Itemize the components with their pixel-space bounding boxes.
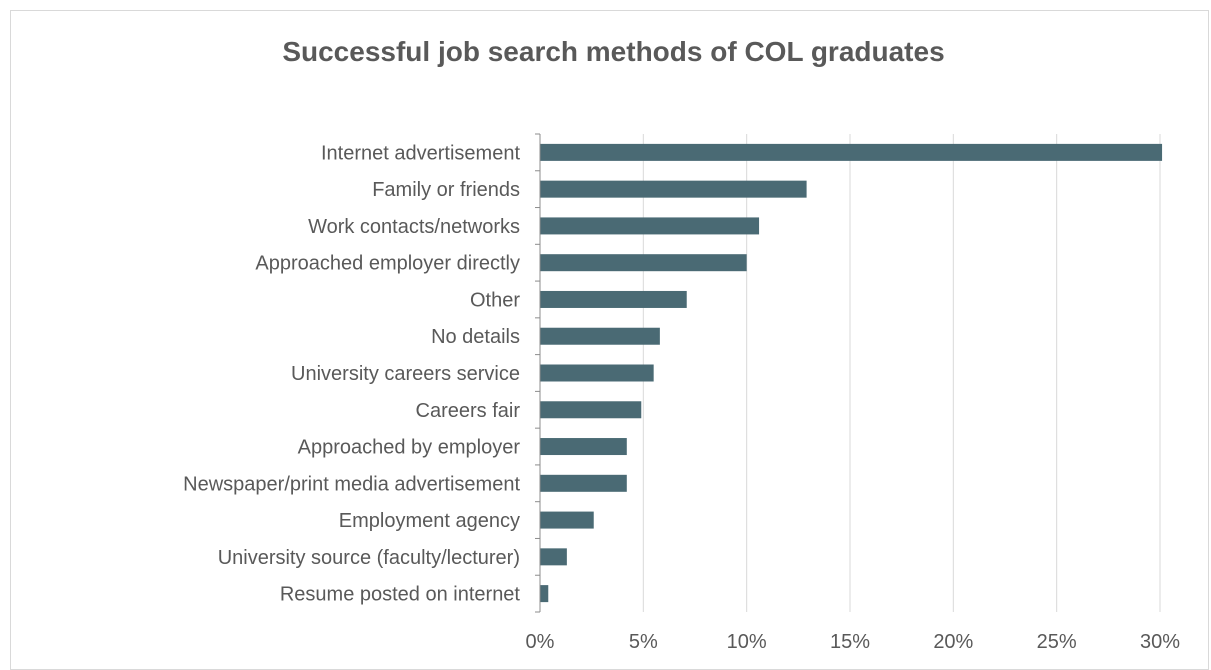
bar bbox=[540, 364, 654, 382]
category-label: Approached employer directly bbox=[255, 253, 520, 275]
bars bbox=[540, 143, 1163, 603]
chart-title: Successful job search methods of COL gra… bbox=[282, 36, 945, 67]
bar bbox=[540, 438, 627, 456]
x-tick-label: 5% bbox=[629, 631, 658, 653]
bar bbox=[540, 143, 1163, 161]
y-axis bbox=[535, 133, 541, 613]
bar bbox=[540, 290, 687, 308]
gridlines bbox=[642, 134, 1161, 612]
category-label: Internet advertisement bbox=[321, 142, 520, 164]
category-label: Other bbox=[470, 289, 520, 311]
category-label: Approached by employer bbox=[298, 437, 521, 459]
bar bbox=[540, 327, 660, 345]
category-label: Employment agency bbox=[339, 510, 520, 532]
category-label: Newspaper/print media advertisement bbox=[183, 473, 520, 495]
bar bbox=[540, 401, 642, 419]
category-label: No details bbox=[431, 326, 520, 348]
category-label: Family or friends bbox=[372, 179, 520, 201]
category-label: Resume posted on internet bbox=[280, 584, 521, 606]
x-tick-label: 0% bbox=[526, 631, 555, 653]
x-tick-label: 10% bbox=[727, 631, 767, 653]
bar bbox=[540, 217, 760, 235]
category-labels: Internet advertisement Family or friends W… bbox=[183, 142, 520, 605]
bar bbox=[540, 474, 627, 492]
category-label: Careers fair bbox=[416, 400, 521, 422]
x-tick-label: 20% bbox=[933, 631, 973, 653]
bar bbox=[540, 180, 807, 198]
bar bbox=[540, 511, 594, 529]
x-tick-label: 15% bbox=[830, 631, 870, 653]
x-tick-label: 30% bbox=[1140, 631, 1180, 653]
category-label: University source (faculty/lecturer) bbox=[218, 547, 520, 569]
bar bbox=[540, 548, 567, 566]
category-label: University careers service bbox=[291, 363, 520, 385]
x-tick-labels: 0% 5% 10% 15% 20% 25% 30% bbox=[526, 631, 1181, 653]
category-label: Work contacts/networks bbox=[308, 216, 520, 238]
bar bbox=[540, 585, 549, 603]
bar bbox=[540, 254, 747, 272]
x-tick-label: 25% bbox=[1037, 631, 1077, 653]
